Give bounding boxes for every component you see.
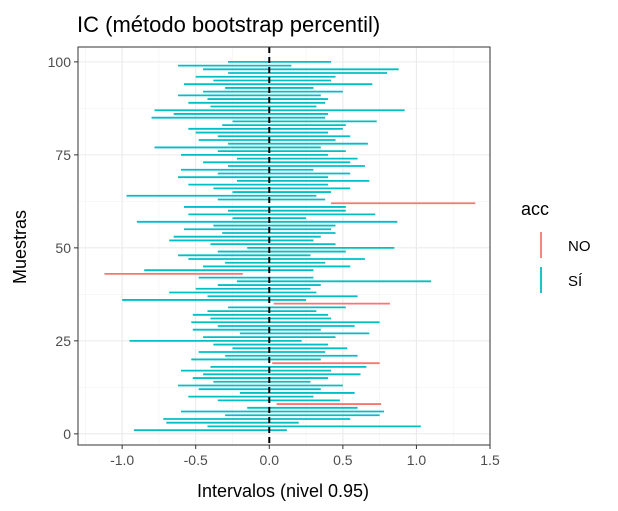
x-tick-label: 0.0 <box>260 452 280 468</box>
y-tick-label: 0 <box>63 426 71 442</box>
x-tick-label: 0.5 <box>333 452 353 468</box>
x-axis-title: Intervalos (nivel 0.95) <box>197 481 369 501</box>
y-tick-label: 100 <box>48 54 72 70</box>
y-axis-title: Muestras <box>10 210 30 284</box>
x-tick-label: -0.5 <box>184 452 208 468</box>
legend-label: NO <box>568 238 591 255</box>
plot-border <box>77 46 491 446</box>
y-tick-label: 50 <box>55 240 71 256</box>
legend: acc NO SÍ <box>521 199 591 293</box>
x-tick-label: 1.0 <box>407 452 427 468</box>
legend-label: SÍ <box>568 273 583 290</box>
x-axis: -1.0 -0.5 0.0 0.5 1.0 1.5 <box>110 445 500 468</box>
y-axis: 0 25 50 75 100 <box>48 54 78 442</box>
interval-segments <box>104 60 476 432</box>
chart-title: IC (método bootstrap percentil) <box>77 12 380 37</box>
x-tick-label: 1.5 <box>480 452 500 468</box>
x-tick-label: -1.0 <box>110 452 134 468</box>
y-tick-label: 25 <box>55 333 71 349</box>
y-tick-label: 75 <box>55 147 71 163</box>
legend-title: acc <box>521 199 549 219</box>
